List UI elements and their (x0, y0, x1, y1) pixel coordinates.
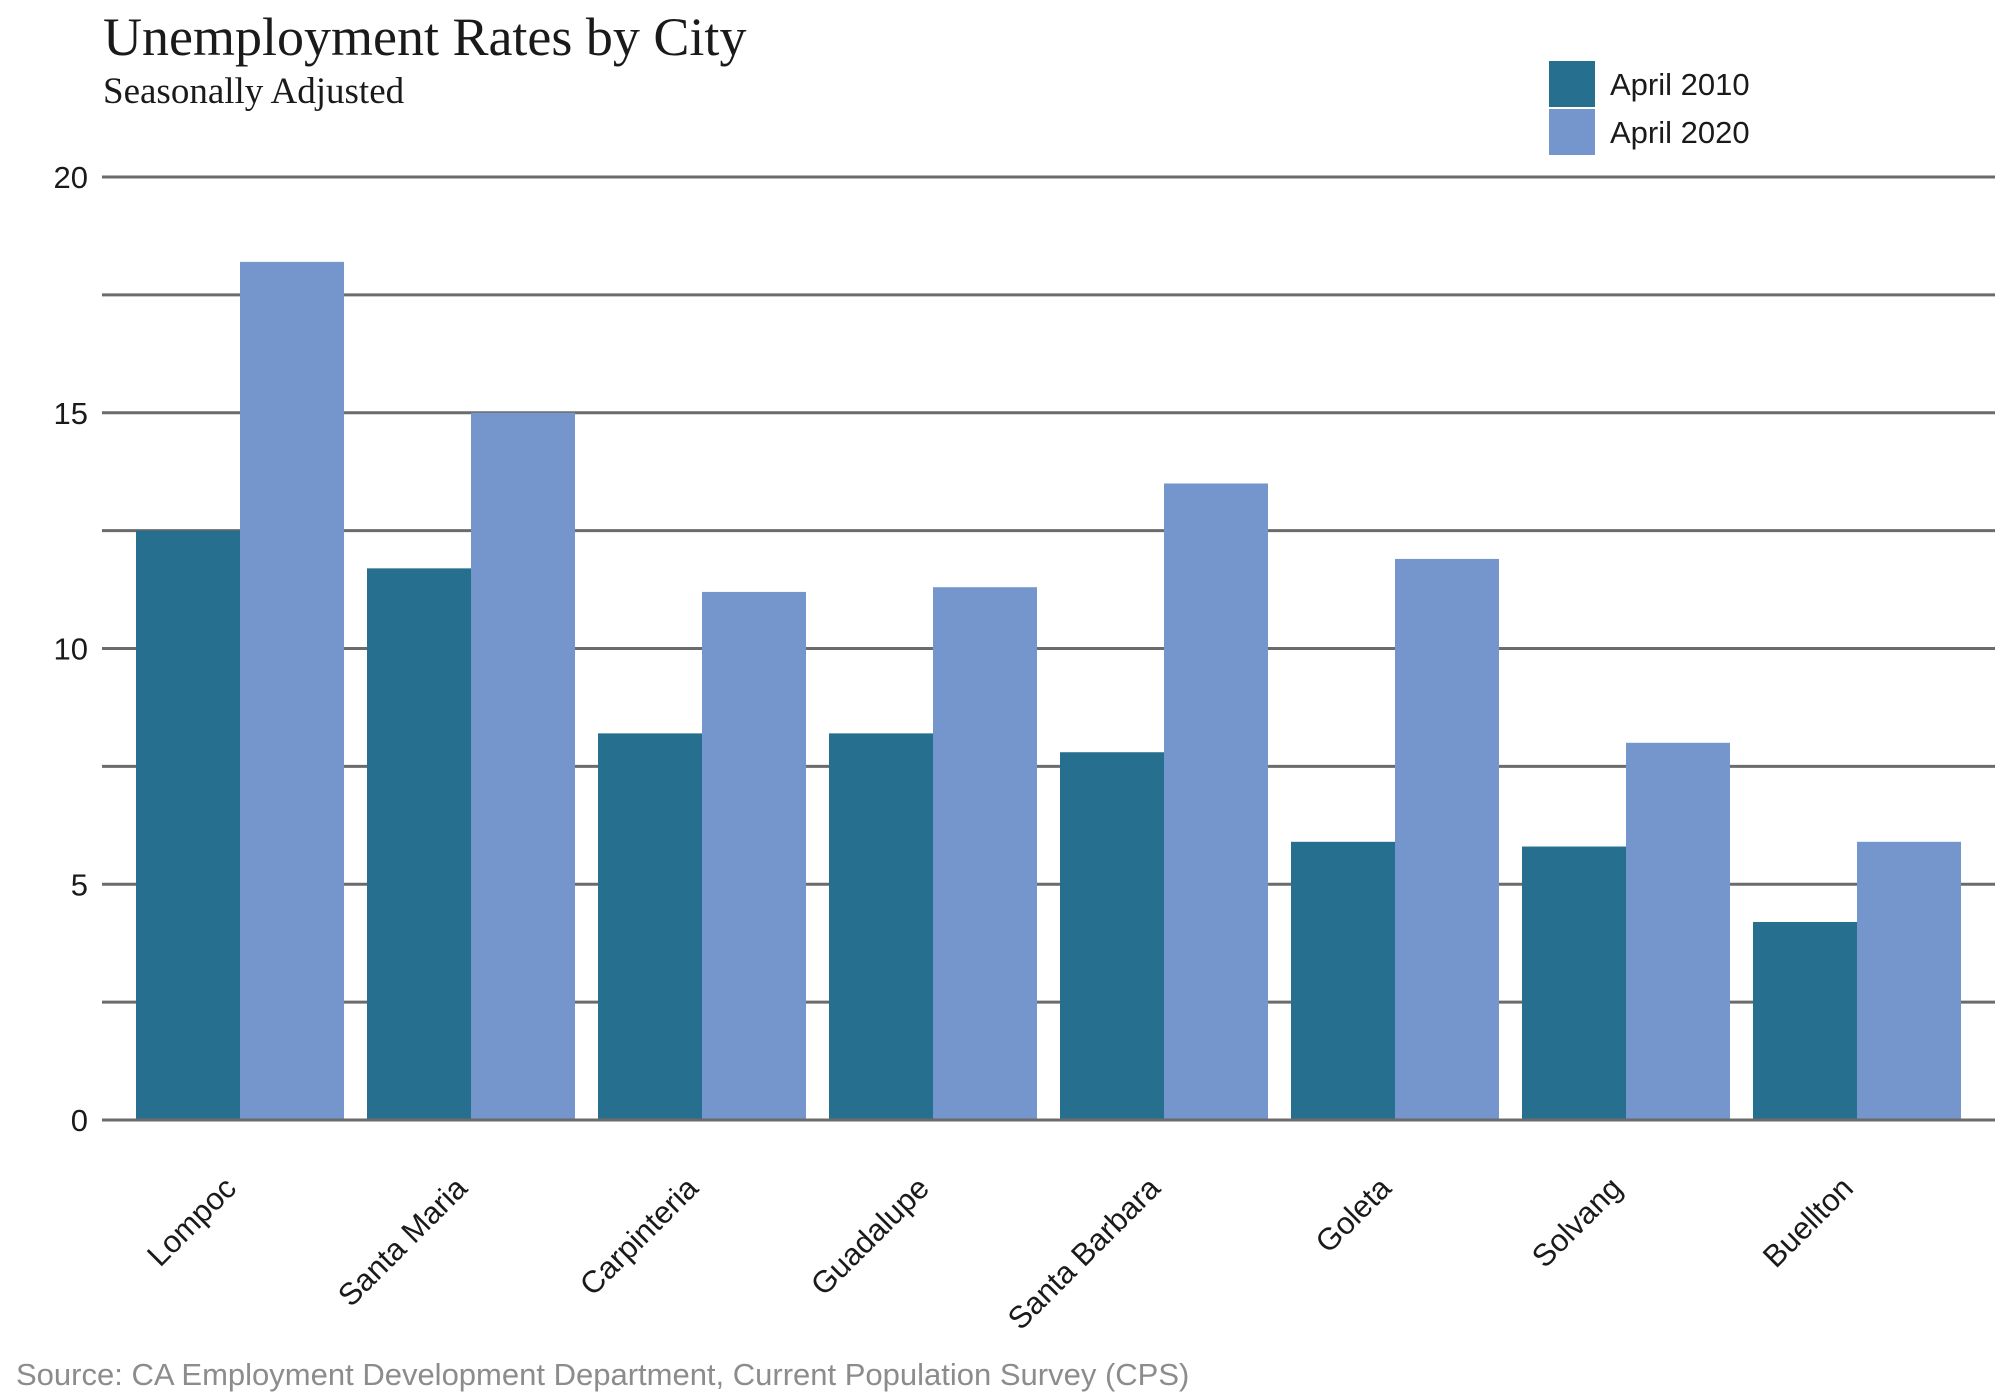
bar (367, 568, 471, 1120)
x-tick-label: Buellton (1756, 1170, 1860, 1274)
x-tick-label: Solvang (1525, 1170, 1629, 1274)
y-tick-label: 0 (71, 1103, 88, 1138)
bar (829, 733, 933, 1120)
x-tick-label: Lompoc (140, 1170, 243, 1273)
bar (702, 591, 806, 1120)
bar (1164, 483, 1268, 1121)
bar (598, 733, 702, 1120)
bar (1857, 841, 1961, 1120)
bar (1291, 841, 1395, 1120)
chart-title: Unemployment Rates by City (103, 7, 747, 67)
y-tick-label: 10 (54, 632, 88, 667)
bar (1060, 752, 1164, 1120)
bar (1626, 742, 1730, 1120)
x-tick-label: Guadalupe (804, 1170, 936, 1302)
y-tick-label: 20 (54, 160, 88, 195)
source-note: Source: CA Employment Development Depart… (16, 1357, 1190, 1392)
legend-swatch (1549, 109, 1595, 155)
bar (240, 261, 344, 1120)
x-tick-label: Santa Maria (331, 1170, 474, 1313)
bar (136, 530, 240, 1120)
x-tick-label: Goleta (1309, 1170, 1399, 1260)
x-tick-label: Carpinteria (573, 1170, 706, 1303)
bar (471, 412, 575, 1120)
legend-label: April 2010 (1610, 67, 1750, 102)
x-tick-label: Santa Barbara (1001, 1170, 1168, 1337)
chart-subtitle: Seasonally Adjusted (103, 71, 405, 112)
bar (1395, 558, 1499, 1120)
bar (1753, 921, 1857, 1120)
legend-label: April 2020 (1610, 115, 1750, 150)
y-tick-label: 5 (71, 867, 88, 902)
legend-swatch (1549, 61, 1595, 107)
y-tick-label: 15 (54, 396, 88, 431)
bar (1522, 846, 1626, 1120)
bar (933, 587, 1037, 1120)
